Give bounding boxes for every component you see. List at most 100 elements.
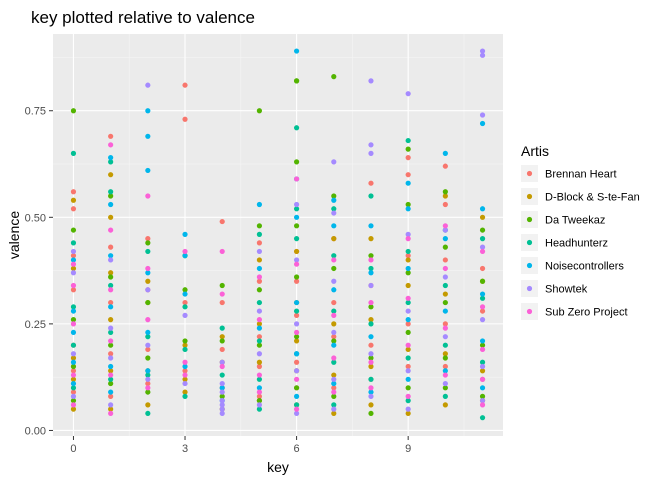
data-point — [70, 385, 77, 391]
data-point — [219, 325, 225, 331]
data-point — [293, 393, 300, 399]
data-point — [405, 231, 411, 237]
data-point — [219, 372, 225, 378]
y-tick-label: 0.00 — [25, 425, 46, 437]
data-point — [368, 351, 374, 357]
data-point — [219, 338, 225, 344]
data-point — [479, 346, 486, 353]
data-point — [108, 372, 114, 378]
data-point — [331, 410, 337, 417]
data-point — [108, 329, 114, 336]
data-point — [108, 393, 114, 399]
data-point — [182, 372, 188, 378]
data-point — [70, 342, 77, 348]
data-point — [405, 248, 411, 255]
data-point — [293, 248, 300, 255]
data-point — [405, 363, 411, 370]
data-point — [293, 359, 300, 365]
data-point — [368, 193, 374, 199]
data-point — [145, 334, 151, 340]
data-point — [182, 393, 188, 399]
data-point — [108, 214, 114, 220]
data-point — [442, 163, 448, 169]
data-point — [219, 410, 225, 417]
data-point — [442, 265, 448, 272]
data-point — [293, 236, 300, 242]
legend-swatch — [526, 216, 533, 223]
x-tick-label: 3 — [182, 443, 188, 455]
data-point — [405, 321, 411, 327]
data-point — [108, 201, 114, 208]
data-point — [182, 368, 188, 374]
data-point — [108, 227, 114, 233]
data-point — [256, 342, 263, 348]
data-point — [145, 278, 151, 284]
data-point — [405, 172, 411, 178]
data-point — [331, 338, 337, 344]
data-point — [70, 329, 77, 336]
data-point — [145, 299, 151, 306]
data-point — [405, 253, 411, 259]
data-point — [182, 338, 188, 344]
legend-label: Brennan Heart — [545, 169, 617, 181]
data-point — [479, 393, 486, 399]
data-point — [108, 299, 114, 306]
data-point — [145, 317, 151, 323]
data-point — [108, 172, 114, 178]
data-point — [293, 368, 300, 374]
data-point — [145, 270, 151, 276]
data-point — [108, 257, 114, 263]
data-point — [405, 282, 411, 289]
data-point — [256, 201, 263, 208]
legend-title: Artis — [521, 143, 549, 159]
data-point — [70, 389, 77, 395]
data-point — [442, 236, 448, 242]
data-point — [442, 372, 448, 378]
data-point — [256, 385, 263, 391]
data-point — [70, 380, 77, 387]
data-point — [219, 385, 225, 391]
data-point — [293, 261, 300, 267]
data-point — [293, 257, 300, 263]
data-point — [182, 363, 188, 370]
data-point — [182, 312, 188, 318]
data-point — [479, 363, 486, 370]
chart-title: key plotted relative to valence — [31, 8, 255, 27]
data-point — [405, 398, 411, 404]
data-point — [331, 329, 337, 336]
y-axis-title: valence — [6, 211, 22, 259]
data-point — [70, 248, 77, 255]
data-point — [108, 159, 114, 165]
data-point — [145, 265, 151, 272]
data-point — [331, 159, 337, 165]
data-point — [219, 359, 225, 365]
data-point — [442, 402, 448, 408]
data-point — [219, 406, 225, 412]
data-point — [70, 321, 77, 327]
data-point — [331, 223, 337, 229]
data-point — [331, 265, 337, 272]
legend-label: Sub Zero Project — [545, 307, 628, 319]
data-point — [108, 363, 114, 370]
data-point — [70, 368, 77, 374]
data-point — [293, 299, 300, 306]
data-point — [442, 150, 448, 156]
data-point — [479, 248, 486, 255]
data-point — [479, 206, 486, 212]
data-point — [145, 329, 151, 336]
data-point — [182, 342, 188, 348]
data-point — [331, 312, 337, 318]
data-point — [331, 236, 337, 242]
data-point — [145, 355, 151, 361]
data-point — [405, 91, 411, 97]
legend-swatch — [526, 262, 533, 269]
data-point — [108, 410, 114, 417]
data-point — [108, 355, 114, 361]
data-point — [405, 180, 411, 186]
data-point — [368, 270, 374, 276]
data-point — [108, 368, 114, 374]
data-point — [108, 270, 114, 276]
data-point — [256, 376, 263, 382]
data-point — [108, 406, 114, 412]
data-point — [331, 321, 337, 327]
